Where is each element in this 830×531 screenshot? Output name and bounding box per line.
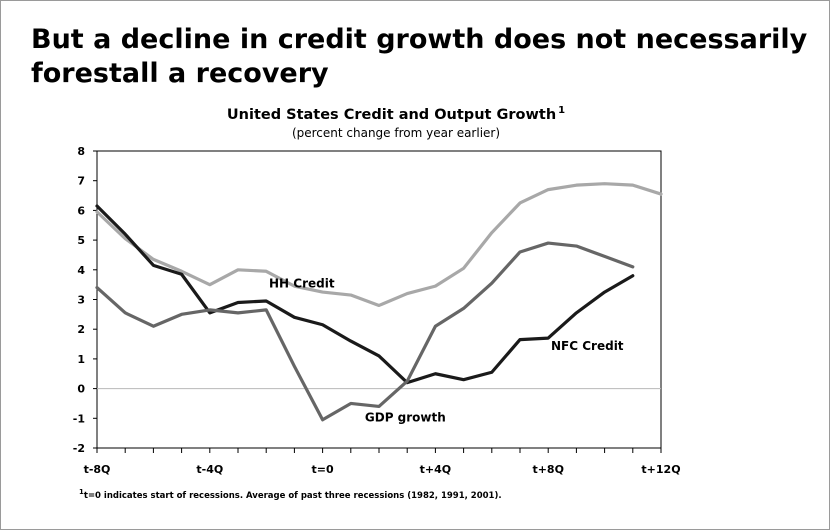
x-tick-label: t+4Q xyxy=(420,463,451,476)
footnote: 1t=0 indicates start of recessions. Aver… xyxy=(79,488,502,501)
chart-title: United States Credit and Output Growth xyxy=(226,106,557,123)
x-tick-label: t+8Q xyxy=(532,463,563,476)
series-label-gdp-growth: GDP growth xyxy=(365,410,446,424)
x-tick-label: t-4Q xyxy=(196,463,223,476)
chart-subtitle: (percent change from year earlier) xyxy=(291,126,501,140)
y-tick-label: 6 xyxy=(77,204,85,217)
x-tick-label: t-8Q xyxy=(84,463,111,476)
y-tick-label: -2 xyxy=(73,442,85,455)
chart-title-row: United States Credit and Output Growth 1 xyxy=(121,105,671,123)
y-tick-label: 3 xyxy=(77,294,85,307)
footnote-text: t=0 indicates start of recessions. Avera… xyxy=(83,490,502,501)
series-line-hh-credit xyxy=(95,182,663,308)
slide-headline: But a decline in credit growth does not … xyxy=(31,24,808,89)
y-tick-label: 5 xyxy=(77,234,85,247)
y-tick-label: 4 xyxy=(77,264,85,277)
y-tick-label: 1 xyxy=(77,353,85,366)
series-label-hh-credit: HH Credit xyxy=(269,277,335,291)
y-tick-label: 2 xyxy=(77,323,85,336)
y-tick-label: -1 xyxy=(73,412,85,425)
x-tick-label: t+12Q xyxy=(641,463,680,476)
series-line-nfc-credit xyxy=(95,204,635,385)
footnote-marker: 1 xyxy=(79,488,84,496)
series-line-gdp-growth xyxy=(95,241,635,422)
y-tick-label: 7 xyxy=(77,175,85,188)
x-tick-label: t=0 xyxy=(312,463,334,476)
y-tick-label: 0 xyxy=(77,383,85,396)
chart-title-footnote-marker: 1 xyxy=(558,105,566,116)
series-label-nfc-credit: NFC Credit xyxy=(551,339,624,353)
plot-frame xyxy=(96,150,662,449)
y-tick-label: 8 xyxy=(77,145,85,158)
